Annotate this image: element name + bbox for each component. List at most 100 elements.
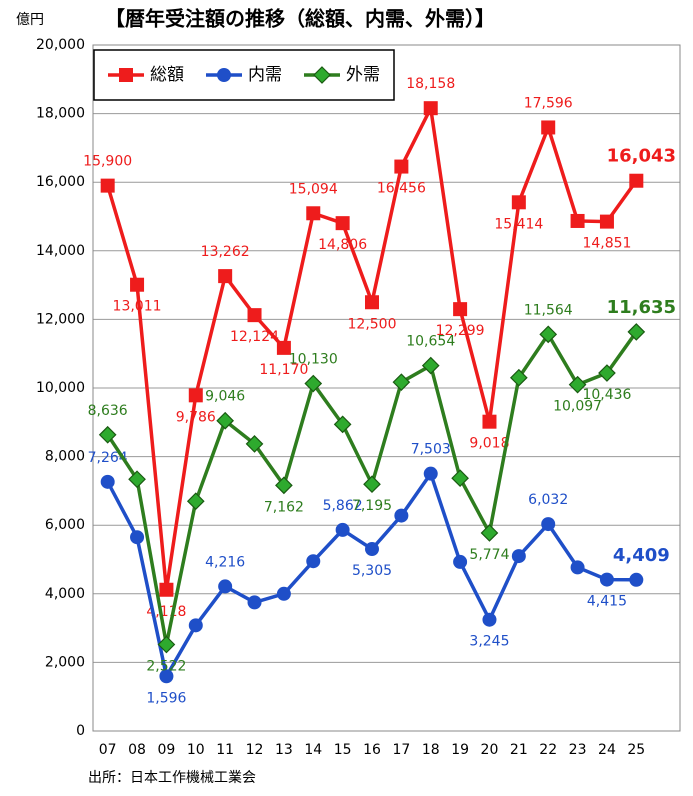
data-label: 15,414 [494,216,543,232]
x-tick-label: 13 [275,742,293,758]
data-label: 5,305 [352,563,392,579]
y-tick-label: 6,000 [45,517,85,533]
data-point [157,635,176,654]
y-tick-label: 16,000 [36,174,85,190]
data-point [276,340,291,355]
data-point [482,612,497,627]
data-point [218,269,233,284]
data-point [306,554,321,569]
data-point [570,213,585,228]
source-note: 出所：日本工作機械工業会 [88,770,256,786]
data-label: 12,124 [230,329,279,345]
x-tick-label: 15 [334,742,352,758]
data-point [511,549,526,564]
y-unit: 億円 [16,12,44,28]
data-point [247,308,262,323]
data-point [599,214,614,229]
data-point [365,542,379,557]
data-label: 16,456 [377,181,426,197]
y-tick-label: 20,000 [36,37,85,53]
data-label: 4,216 [205,554,245,570]
data-point [218,579,233,594]
data-point [335,216,350,231]
data-point [130,530,145,545]
data-label: 7,162 [264,499,304,515]
data-point [598,364,616,382]
data-point [363,475,381,494]
data-label: 7,195 [352,498,392,514]
x-tick-label: 07 [99,742,117,758]
x-tick-label: 20 [481,742,499,758]
data-label: 11,170 [259,362,308,378]
x-tick-label: 21 [510,742,528,758]
x-tick-label: 23 [569,742,587,758]
x-tick-label: 17 [392,742,410,758]
data-point [509,368,528,387]
data-point [629,173,644,188]
y-tick-label: 2,000 [45,654,85,670]
data-point [394,508,409,523]
data-point [482,414,497,429]
plot-frame [92,44,681,732]
data-point [306,206,321,221]
data-label: 4,409 [613,545,670,566]
data-point [627,323,646,341]
x-tick-label: 12 [246,742,264,758]
x-tick-label: 19 [451,742,469,758]
data-point [392,373,411,392]
data-label: 3,245 [469,634,509,650]
x-tick-label: 10 [187,742,205,758]
data-label: 9,786 [176,409,216,425]
data-label: 18,158 [406,76,455,92]
data-label: 16,043 [607,146,676,167]
data-label: 5,862 [323,498,363,514]
x-tick-label: 11 [216,742,234,758]
data-label: 17,596 [524,95,573,111]
data-point [333,415,352,434]
data-label: 6,032 [528,492,568,508]
x-tick-label: 08 [128,742,146,758]
data-label: 10,097 [553,399,602,415]
data-label: 7,264 [88,450,128,466]
data-point [453,302,468,317]
data-point [98,425,117,444]
data-point [128,470,146,489]
data-label: 8,636 [88,403,128,419]
data-label: 10,130 [289,352,338,368]
data-point [304,374,323,393]
data-point [480,524,499,542]
data-label: 14,806 [318,237,367,253]
y-tick-label: 10,000 [36,380,85,396]
data-label: 5,774 [469,547,509,563]
y-tick-label: 0 [76,723,85,739]
x-tick-label: 25 [627,742,645,758]
data-point [511,195,526,210]
data-point [245,435,264,453]
data-label: 15,094 [289,181,338,197]
data-label: 12,500 [348,316,397,332]
data-point [159,669,174,684]
data-point [453,554,468,569]
data-label: 4,415 [587,594,627,610]
legend-marker [313,66,331,84]
data-label: 1,596 [146,690,186,706]
legend-marker [217,68,231,82]
data-point [276,586,291,601]
x-tick-label: 14 [304,742,322,758]
data-point [216,411,235,430]
data-point [365,295,379,310]
data-label: 13,011 [113,299,162,315]
data-point [451,469,469,488]
legend-marker [119,68,133,82]
legend-label: 外需 [346,65,380,85]
data-point [335,522,350,537]
data-point [541,517,556,532]
y-tick-label: 12,000 [36,311,85,327]
y-tick-label: 18,000 [36,106,85,122]
data-label: 4,118 [146,604,186,620]
data-point [275,476,293,495]
data-point [421,356,440,375]
x-tick-label: 22 [539,742,557,758]
